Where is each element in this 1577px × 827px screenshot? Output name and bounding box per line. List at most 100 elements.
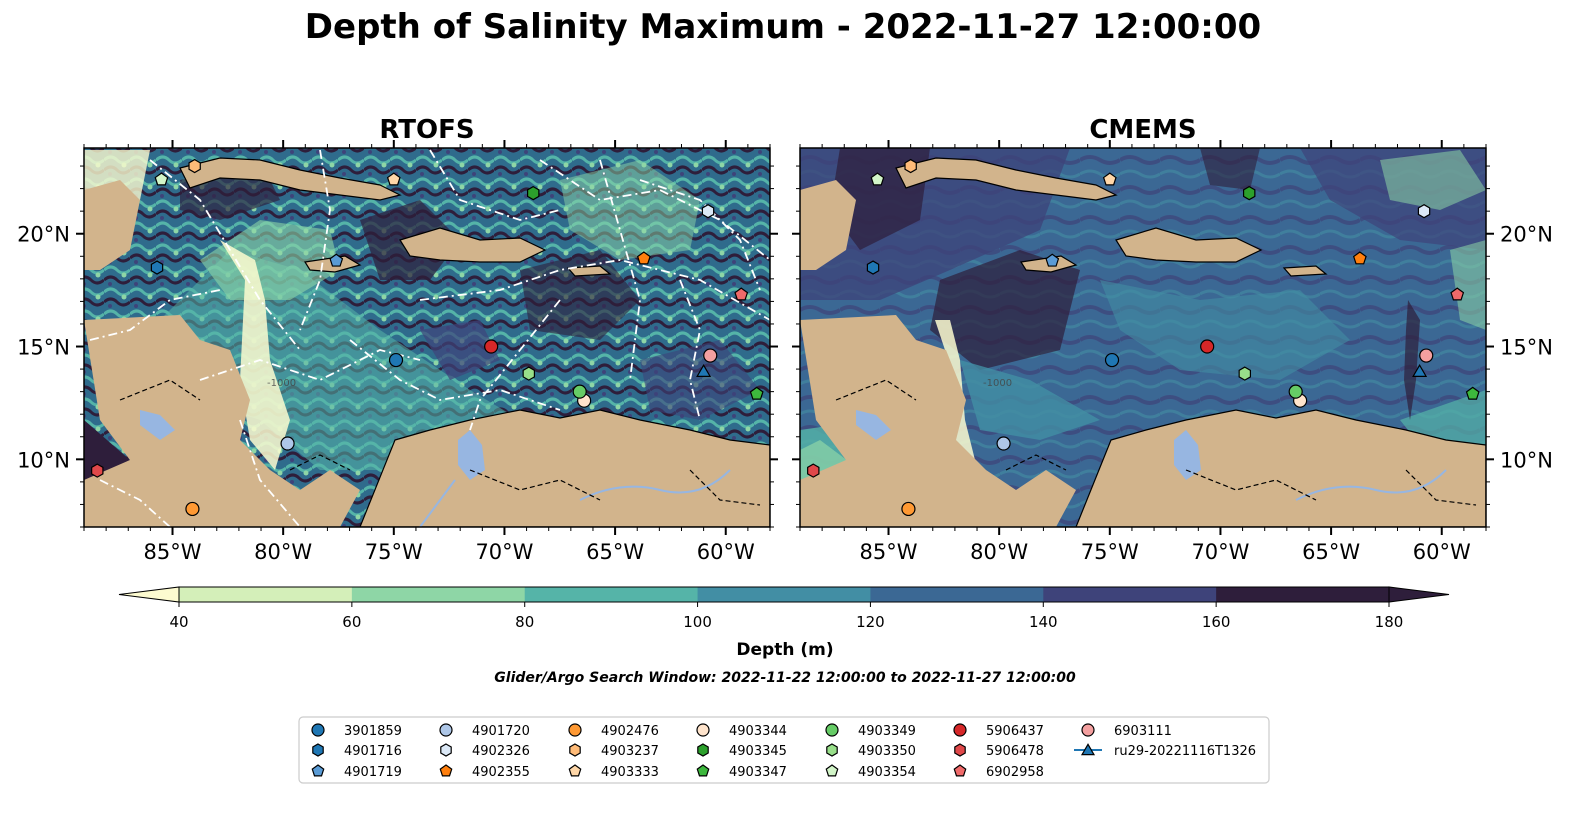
lon-tick-label-rtofs: 85°W	[144, 540, 202, 564]
colorbar-bin	[870, 587, 1044, 602]
legend-item-4903237: 4903237	[569, 743, 659, 759]
legend-marker-icon	[825, 723, 839, 737]
lon-tick-label-rtofs: 80°W	[254, 540, 312, 564]
float-marker-4901720	[280, 436, 295, 451]
float-marker-6902958	[734, 287, 749, 301]
contour-label-rtofs: -1000	[267, 378, 296, 389]
colorbar-bin	[524, 587, 699, 602]
legend-item-4903347: 4903347	[696, 764, 787, 780]
float-marker-4903354	[870, 172, 885, 186]
legend-marker-icon	[312, 743, 324, 757]
legend: 3901859 4901716 4901719 4901720 4902326 49023…	[298, 716, 1270, 784]
float-marker-4903349	[572, 384, 587, 399]
legend-marker-icon	[311, 723, 325, 737]
legend-label: 4903237	[601, 744, 659, 759]
legend-marker-icon	[439, 723, 453, 737]
float-marker-4903347	[1465, 386, 1480, 400]
legend-label: 4903333	[601, 765, 659, 780]
float-marker-4903349	[1288, 384, 1303, 399]
lon-tick-label-rtofs: 60°W	[697, 540, 755, 564]
colorbar-tick-label: 140	[1029, 613, 1058, 631]
legend-item-4901720: 4901720	[439, 723, 530, 739]
float-marker-3901859	[388, 352, 404, 368]
float-marker-4903333	[1102, 172, 1117, 186]
legend-item-4903350: 4903350	[826, 743, 916, 759]
float-marker-4903350	[1238, 366, 1252, 381]
lat-tick-label-cmems: 15°N	[1500, 336, 1553, 360]
legend-marker-icon	[696, 723, 710, 737]
legend-marker-icon	[569, 743, 581, 757]
lon-tick-label-cmems: 80°W	[970, 540, 1028, 564]
search-window-subtitle: Glider/Argo Search Window: 2022-11-22 12…	[494, 670, 1076, 686]
legend-item-4903349: 4903349	[825, 723, 916, 739]
lat-tick-label-rtofs: 15°N	[17, 336, 70, 360]
legend-label: 4903347	[729, 765, 787, 780]
float-marker-4903350	[522, 366, 536, 381]
float-marker-4901720	[996, 436, 1011, 451]
lon-tick-label-cmems: 75°W	[1081, 540, 1139, 564]
legend-item-4902355: 4902355	[439, 764, 530, 780]
panel-rtofs: RTOFS	[17, 115, 778, 564]
float-marker-ru29-20221116T1326	[696, 363, 712, 377]
float-marker-5906478	[807, 463, 820, 478]
legend-label: 4903349	[858, 724, 916, 739]
colorbar-bin	[179, 587, 353, 602]
float-marker-4901716	[150, 260, 164, 275]
legend-item-4902476: 4902476	[568, 723, 659, 739]
float-marker-4902476	[185, 501, 200, 517]
lon-tick-label-cmems: 85°W	[860, 540, 918, 564]
float-marker-4901716	[866, 260, 880, 275]
colorbar-tick-label: 180	[1375, 613, 1404, 631]
legend-label: 4901719	[344, 765, 402, 780]
legend-item-ru29-20221116T1326: ru29-20221116T1326	[1074, 743, 1256, 759]
float-marker-4902355	[1352, 251, 1367, 265]
float-marker-4903354	[154, 172, 169, 186]
float-marker-5906437	[1200, 339, 1215, 354]
legend-label: 6902958	[986, 765, 1044, 780]
colorbar-bin	[351, 587, 526, 602]
float-marker-4901719	[329, 253, 344, 267]
lat-tick-label-cmems: 20°N	[1500, 223, 1553, 247]
float-marker-6902958	[1450, 287, 1465, 301]
legend-item-5906478: 5906478	[954, 743, 1044, 759]
contour-label-cmems: -1000	[983, 378, 1012, 389]
legend-item-4903344: 4903344	[696, 723, 787, 739]
legend-marker-icon	[1080, 743, 1096, 756]
legend-marker-icon	[826, 743, 838, 757]
legend-marker-icon	[439, 764, 453, 777]
legend-marker-icon	[825, 764, 839, 777]
legend-label: 4903354	[858, 765, 916, 780]
colorbar-bin	[1043, 587, 1217, 602]
legend-marker-icon	[311, 764, 325, 777]
markers-rtofs	[91, 158, 764, 517]
markers-cmems	[807, 158, 1480, 517]
lon-tick-label-cmems: 65°W	[1302, 540, 1360, 564]
legend-marker-icon	[697, 743, 709, 757]
colorbar-bin	[1216, 587, 1390, 602]
float-marker-4903333	[386, 172, 401, 186]
lat-tick-label-rtofs: 10°N	[17, 448, 70, 472]
legend-item-5906437: 5906437	[953, 723, 1044, 739]
contours-rtofs	[89, 149, 770, 527]
colorbar-tick-label: 60	[342, 613, 361, 631]
legend-item-4901716: 4901716	[312, 743, 402, 759]
legend-label: 6903111	[1114, 724, 1172, 739]
colorbar-extend-under	[118, 586, 180, 603]
legend-label: 4901716	[344, 744, 402, 759]
colorbar: 40 60 80 100 120 140 160 180 Depth (m)	[118, 586, 1450, 660]
legend-label: 4903350	[858, 744, 916, 759]
colorbar-tick-label: 80	[515, 613, 534, 631]
lon-tick-label-cmems: 60°W	[1413, 540, 1471, 564]
legend-label: 4901720	[472, 724, 530, 739]
legend-label: 5906478	[986, 744, 1044, 759]
legend-item-4903333: 4903333	[568, 764, 659, 780]
float-marker-4902476	[901, 501, 916, 517]
float-marker-4903237	[904, 158, 917, 174]
legend-marker-icon	[568, 723, 582, 737]
float-marker-4901719	[1045, 253, 1060, 267]
float-marker-4903345	[1242, 185, 1256, 201]
legend-label: 4903345	[729, 744, 787, 759]
lon-tick-label-rtofs: 65°W	[586, 540, 644, 564]
legend-marker-icon	[696, 764, 710, 777]
legend-label: 4902355	[472, 765, 530, 780]
